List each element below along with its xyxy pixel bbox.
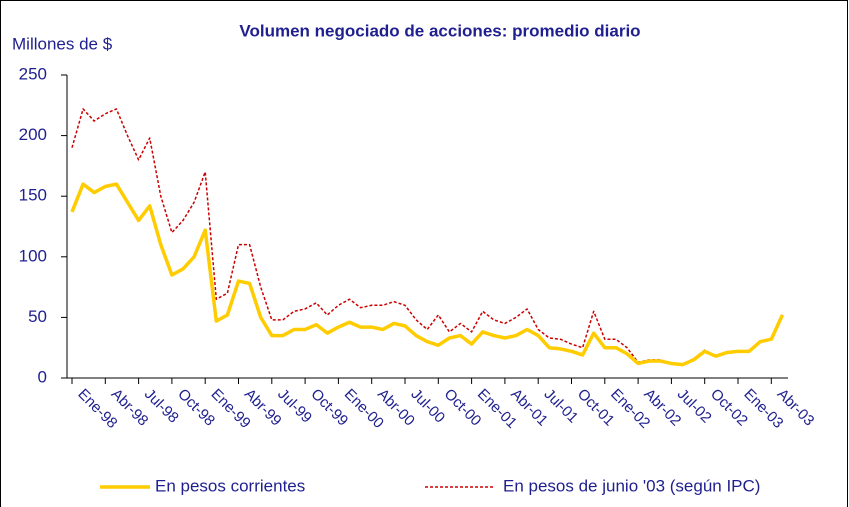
y-tick-label: 100 — [19, 246, 47, 265]
y-tick-label: 50 — [28, 307, 47, 326]
x-tick-label: Oct-01 — [574, 386, 618, 430]
x-tick-label: Oct-00 — [441, 386, 485, 430]
y-tick-label: 200 — [19, 125, 47, 144]
chart-title: Volumen negociado de acciones: promedio … — [239, 21, 640, 40]
series-line — [70, 182, 784, 367]
x-tick-label: Oct-98 — [174, 386, 218, 430]
x-tick-label: Oct-99 — [307, 386, 351, 430]
legend-label: En pesos de junio '03 (según IPC) — [503, 476, 760, 495]
y-tick-label: 250 — [19, 64, 47, 83]
x-tick-label: Oct-02 — [707, 386, 751, 430]
series-line — [71, 108, 784, 366]
y-tick-label: 150 — [19, 186, 47, 205]
y-axis-label: Millones de $ — [12, 34, 113, 53]
legend-label: En pesos corrientes — [155, 476, 305, 495]
y-tick-label: 0 — [38, 367, 47, 386]
